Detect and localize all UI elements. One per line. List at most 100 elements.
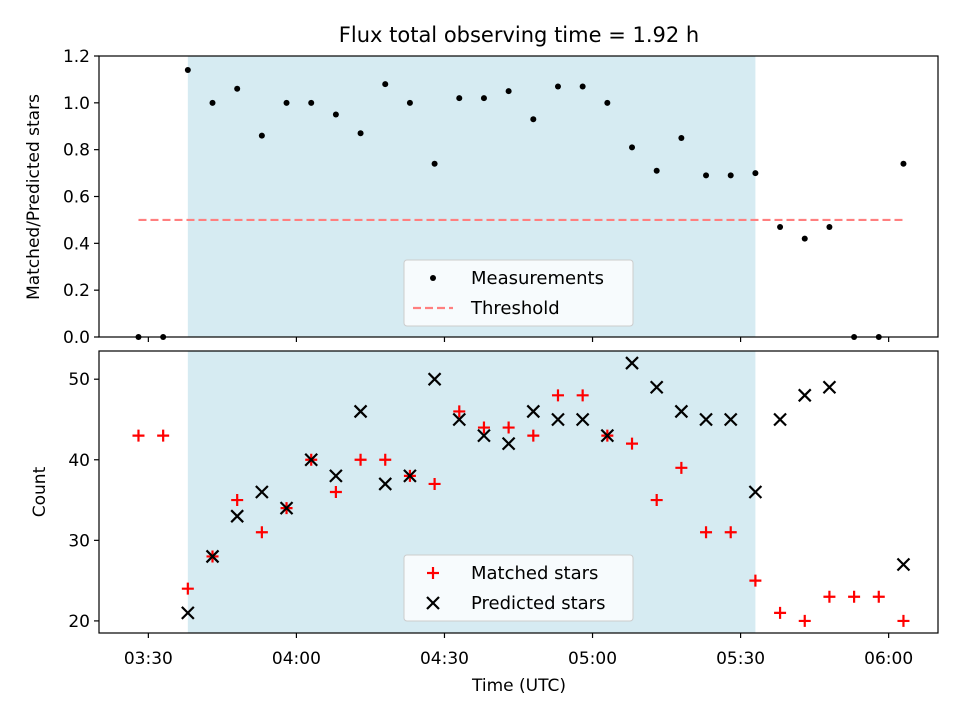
measurement-point [480,95,487,102]
predicted-stars-point [329,469,343,483]
y-tick-label: 30 [68,531,90,551]
measurement-point [258,132,265,139]
chart-title: Flux total observing time = 1.92 h [339,23,699,47]
predicted-stars-point [649,380,664,395]
predicted-stars-point [452,412,467,427]
measurement-point [505,88,512,95]
matched-stars-point [453,405,466,418]
measurement-point [604,99,611,106]
y-tick-label: 0.2 [63,281,90,301]
matched-stars-point [329,486,342,498]
matched-stars-point [379,453,392,466]
legend-measurements-label: Measurements [471,268,604,289]
predicted-stars-point [896,557,911,572]
legend-matched-label: Matched stars [471,563,598,584]
legend-threshold-label: Threshold [470,298,560,319]
matched-stars-point [675,461,688,474]
matched-stars-point [477,421,490,434]
bottom-legend-box [403,554,634,622]
legend-matched-marker [427,567,439,579]
y-tick-label: 0.8 [63,141,90,161]
predicted-stars-point [205,549,220,564]
measurement-point [184,67,191,74]
matched-stars-point [231,494,244,507]
top-series-layer [135,67,907,340]
predicted-stars-point [699,412,713,427]
matched-stars-point [157,429,170,442]
matched-stars-point [181,582,194,595]
measurement-point [431,160,438,167]
predicted-stars-point [230,509,244,523]
x-tick-label: 04:30 [420,649,469,669]
y-tick-label: 1.2 [63,47,90,67]
predicted-stars-point [353,404,368,419]
measurement-point [678,134,685,141]
top-y-axis-label: Matched/Predicted stars [24,94,44,300]
measurement-point [554,83,561,90]
predicted-stars-point [255,485,269,499]
bottom-y-axis-label: Count [30,466,50,517]
measurement-point [703,172,710,179]
predicted-stars-point [304,452,318,467]
measurement-point [579,83,586,90]
matched-stars-point [724,526,737,539]
bottom-x-ticks: 03:30 04:00 04:30 05:00 05:30 06:00 [124,633,913,669]
matched-stars-point [132,429,145,442]
matched-stars-point [897,614,910,627]
predicted-stars-point [403,469,417,483]
top-legend-box [403,259,634,327]
matched-stars-point [354,453,367,466]
measurement-point [456,95,463,102]
measurement-point [653,167,660,174]
matched-stars-point [823,590,836,603]
measurement-point [801,235,808,242]
x-tick-label: 05:30 [716,649,765,669]
predicted-stars-point [625,356,639,370]
measurement-point [283,99,290,106]
y-tick-label: 50 [68,370,90,390]
x-tick-label: 03:30 [124,649,173,669]
measurement-point [209,99,216,106]
matched-stars-point [626,437,639,450]
legend-predicted-marker [426,596,440,610]
predicted-stars-point [674,404,689,419]
top-panel: 0.0 0.2 0.4 0.6 0.8 1.0 1.2 Matched/Predicted … [24,47,939,348]
top-x-tick-marks [147,337,890,342]
predicted-stars-point [748,485,763,499]
measurement-point [308,99,315,106]
predicted-stars-point [773,412,787,427]
x-tick-label: 06:00 [864,649,913,669]
predicted-stars-point [181,606,195,620]
matched-stars-point [650,494,663,507]
measurement-point [629,144,636,151]
matched-stars-point [798,614,811,627]
measurement-point [727,172,734,179]
measurement-point [777,223,784,230]
matched-stars-point [774,606,787,619]
measurement-point [826,223,833,230]
y-tick-label: 20 [68,612,90,632]
predicted-stars-point [551,412,565,427]
bottom-series-layer [132,356,911,627]
matched-stars-point [700,526,713,539]
x-tick-label: 04:00 [272,649,321,669]
matched-stars-point [428,477,441,490]
predicted-stars-point [279,501,294,515]
matched-stars-point [551,389,564,402]
predicted-stars-point [526,404,541,419]
measurement-point [530,116,537,123]
measurement-point [900,160,907,167]
x-axis-label: Time (UTC) [471,676,566,696]
measurement-point [332,111,339,118]
legend-measurements-marker [430,275,436,281]
x-tick-label: 05:00 [568,649,617,669]
matched-stars-point [527,429,540,442]
predicted-stars-point [797,388,812,403]
legend-predicted-label: Predicted stars [471,593,605,614]
matched-stars-point [848,590,861,603]
predicted-stars-point [501,436,516,451]
predicted-stars-point [575,412,590,427]
y-tick-label: 40 [68,451,90,471]
measurement-point [234,85,241,92]
